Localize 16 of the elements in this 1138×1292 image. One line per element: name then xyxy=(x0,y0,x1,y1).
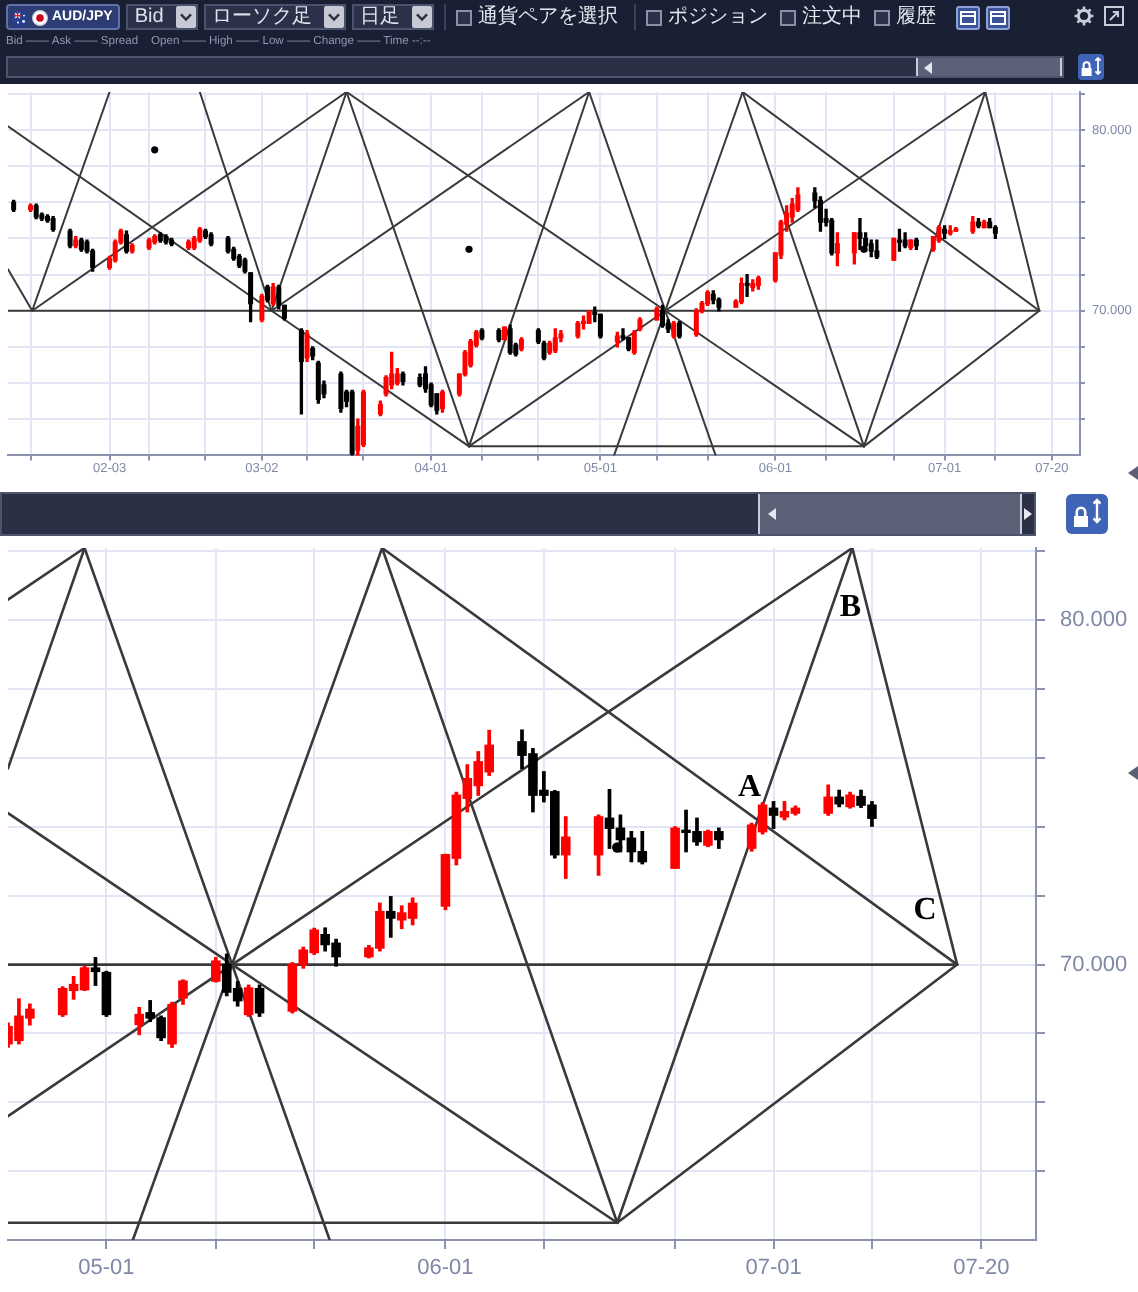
text: 履歴 xyxy=(895,6,936,28)
annotation: C xyxy=(913,892,937,927)
x-tick-label: 06-01 xyxy=(417,1256,474,1281)
text: 通貨ペアを選択 xyxy=(477,6,618,28)
dropdown: 日足 xyxy=(351,4,434,30)
x-tick-label: 07-20 xyxy=(953,1256,1010,1281)
annotation: A xyxy=(738,770,763,805)
x-tick-label: 05-01 xyxy=(78,1256,135,1281)
x-tick-label: 07-01 xyxy=(745,1256,802,1281)
y-tick-label: 70.000 xyxy=(1060,952,1128,977)
text: ポジション xyxy=(667,6,768,28)
dropdown: Bid xyxy=(126,4,198,30)
y-tick-label: 80.000 xyxy=(1060,608,1128,633)
text: 注文中 xyxy=(801,6,862,28)
dropdown: ローソク足 xyxy=(203,4,346,30)
annotation: B xyxy=(839,590,862,625)
